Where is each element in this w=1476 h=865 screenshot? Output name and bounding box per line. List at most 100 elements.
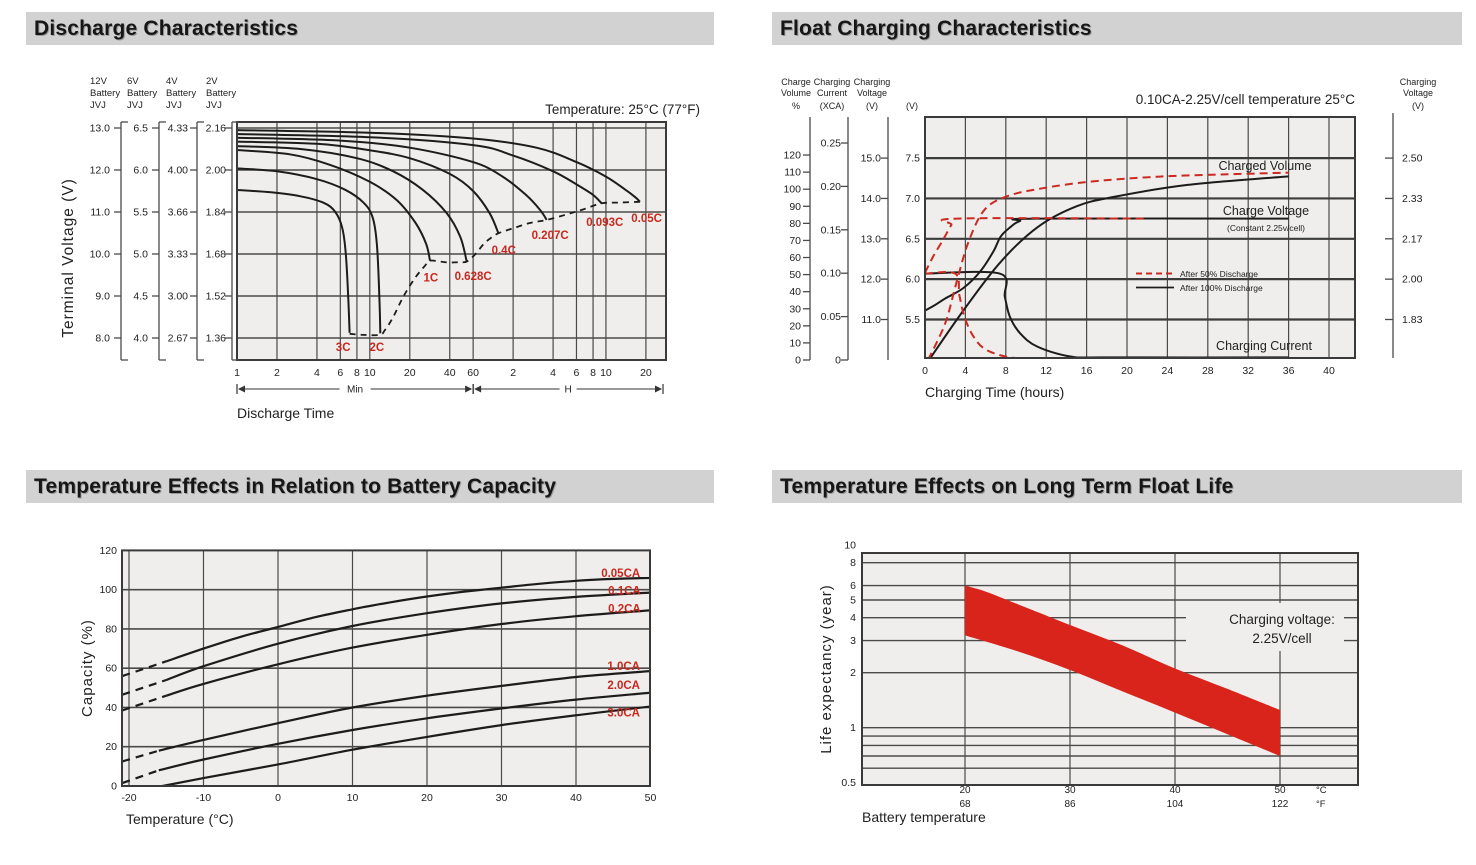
svg-text:8: 8 <box>590 367 596 379</box>
curve-2C <box>237 167 382 334</box>
svg-text:2: 2 <box>850 667 856 679</box>
svg-text:3.33: 3.33 <box>168 249 189 261</box>
svg-text:30: 30 <box>789 303 801 315</box>
svg-text:1.84: 1.84 <box>206 207 227 219</box>
svg-text:40: 40 <box>789 286 801 298</box>
svg-text:100: 100 <box>783 184 801 196</box>
svg-text:0.25: 0.25 <box>821 138 842 150</box>
svg-text:Current: Current <box>817 88 848 98</box>
svg-text:4: 4 <box>314 367 320 379</box>
svg-text:4V: 4V <box>166 76 178 87</box>
svg-text:(XCA): (XCA) <box>820 101 845 111</box>
svg-text:20: 20 <box>404 367 416 379</box>
svg-text:3.66: 3.66 <box>168 207 189 219</box>
svg-text:13.0: 13.0 <box>90 123 111 135</box>
svg-text:12.0: 12.0 <box>861 274 882 286</box>
svg-text:12V: 12V <box>90 76 108 87</box>
svg-text:10.0: 10.0 <box>90 249 111 261</box>
svg-text:(V): (V) <box>1412 101 1424 111</box>
svg-text:6V: 6V <box>127 76 139 87</box>
svg-text:Charging: Charging <box>814 77 851 87</box>
temp-float-life-x-axis-label: Battery temperature <box>862 809 986 825</box>
svg-text:(V): (V) <box>906 101 918 111</box>
svg-text:8.0: 8.0 <box>95 333 110 345</box>
svg-text:7.0: 7.0 <box>905 193 920 205</box>
section-title-temp-float-life: Temperature Effects on Long Term Float L… <box>772 470 1462 503</box>
float-charging-chart: Charged Volume Charge Voltage (Constant 2.… <box>781 77 1436 400</box>
curve-0.093C <box>237 133 603 205</box>
svg-text:8: 8 <box>354 367 360 379</box>
svg-text:0.5: 0.5 <box>841 777 856 789</box>
svg-text:50: 50 <box>789 269 801 281</box>
svg-text:0.15: 0.15 <box>821 224 842 236</box>
curve-0.628C <box>237 145 468 262</box>
svg-text:Battery: Battery <box>127 88 157 99</box>
svg-text:Charging: Charging <box>854 77 891 87</box>
section-title-float-charging: Float Charging Characteristics <box>772 12 1462 45</box>
label-charge-voltage-note: (Constant 2.25v/cell) <box>1227 223 1305 233</box>
svg-text:6: 6 <box>337 367 343 379</box>
svg-text:40: 40 <box>105 702 117 714</box>
svg-text:70: 70 <box>789 235 801 247</box>
svg-text:0: 0 <box>835 355 841 367</box>
temp-capacity-x-axis-label: Temperature (°C) <box>126 811 234 827</box>
temp-float-life-chart: Charging voltage:2.25V/cell1086543210.52… <box>818 540 1359 825</box>
curve-0.05CA <box>165 576 650 663</box>
temp-capacity-chart: 0.05CA 0.1CA 0.2CA 1.0CA 2.0CA 3.0CA 0 20 40 60 80… <box>79 545 656 827</box>
curve-label-2.0CA: 2.0CA <box>607 680 640 692</box>
svg-text:JVJ: JVJ <box>90 100 106 111</box>
float-life-band <box>965 585 1280 757</box>
x-unit-celsius: °C <box>1316 785 1327 796</box>
svg-text:2.16: 2.16 <box>206 123 227 135</box>
svg-text:90: 90 <box>789 201 801 213</box>
svg-text:6.0: 6.0 <box>905 274 920 286</box>
curve-label-3C: 3C <box>336 342 351 354</box>
discharge-voltage-scales: 12VBatteryJVJ13.012.011.010.09.08.06VBat… <box>90 76 239 361</box>
svg-text:32: 32 <box>1242 365 1254 377</box>
svg-text:1: 1 <box>850 722 856 734</box>
svg-text:JVJ: JVJ <box>127 100 143 111</box>
svg-text:3: 3 <box>850 635 856 647</box>
curve-0.1CA <box>165 591 650 682</box>
curve-2.0CA-dashed <box>122 769 160 785</box>
discharge-temperature-annotation: Temperature: 25°C (77°F) <box>545 102 700 117</box>
svg-text:60: 60 <box>105 663 117 675</box>
svg-text:Battery: Battery <box>90 88 120 99</box>
svg-text:68: 68 <box>959 799 971 810</box>
curve-0.05CA-dashed <box>122 660 167 678</box>
discharge-curves <box>237 129 641 337</box>
svg-text:4: 4 <box>962 365 968 377</box>
svg-text:20: 20 <box>421 792 433 804</box>
curve-label-0.207C: 0.207C <box>532 230 569 242</box>
float-x-axis-label: Charging Time (hours) <box>925 384 1064 400</box>
svg-text:6.5: 6.5 <box>905 233 920 245</box>
svg-text:-10: -10 <box>196 792 211 804</box>
svg-text:Charge: Charge <box>781 77 811 87</box>
svg-text:40: 40 <box>1323 365 1335 377</box>
svg-text:1.36: 1.36 <box>206 333 227 345</box>
svg-text:11.0: 11.0 <box>90 207 110 219</box>
temp-capacity-curves <box>122 576 650 786</box>
curve-label-3.0CA: 3.0CA <box>607 707 640 719</box>
curve-label-2C: 2C <box>369 342 384 354</box>
svg-text:6.0: 6.0 <box>133 165 148 177</box>
svg-text:10: 10 <box>789 337 801 349</box>
curve-0.4C <box>237 140 500 234</box>
svg-text:After 50% Discharge: After 50% Discharge <box>1180 269 1258 279</box>
svg-text:2V: 2V <box>206 76 218 87</box>
charged-volume-after-100 <box>929 175 1289 358</box>
svg-text:30: 30 <box>496 792 508 804</box>
svg-text:JVJ: JVJ <box>166 100 182 111</box>
charge-voltage-after-50 <box>925 217 1148 274</box>
svg-text:2.33: 2.33 <box>1402 193 1423 205</box>
svg-text:15.0: 15.0 <box>861 153 882 165</box>
temp-capacity-y-axis-label: Capacity (%) <box>79 619 96 717</box>
svg-text:50: 50 <box>1274 785 1286 796</box>
annotation-charging-voltage: Charging voltage: <box>1229 612 1335 627</box>
svg-text:0.10: 0.10 <box>821 268 842 280</box>
svg-text:5.5: 5.5 <box>905 314 920 326</box>
svg-text:1.83: 1.83 <box>1402 314 1423 326</box>
svg-text:1.52: 1.52 <box>206 291 227 303</box>
